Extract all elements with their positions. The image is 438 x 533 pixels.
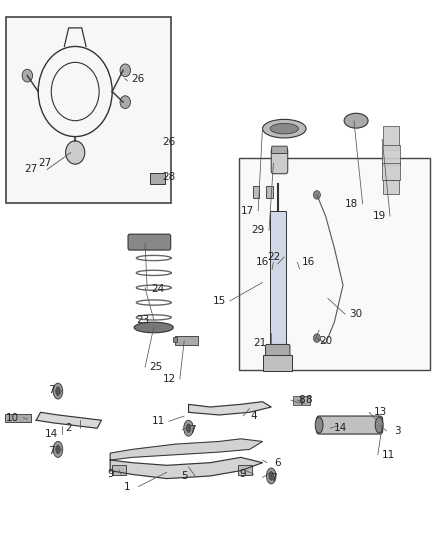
FancyBboxPatch shape <box>270 211 286 349</box>
Text: 8: 8 <box>305 395 311 405</box>
FancyBboxPatch shape <box>150 173 165 184</box>
Ellipse shape <box>134 322 173 333</box>
Text: 10: 10 <box>6 413 19 423</box>
Text: 6: 6 <box>275 458 281 467</box>
FancyBboxPatch shape <box>238 465 252 475</box>
Polygon shape <box>110 439 262 460</box>
FancyBboxPatch shape <box>5 414 31 422</box>
Text: 7: 7 <box>48 384 55 394</box>
Text: 27: 27 <box>24 165 37 174</box>
FancyBboxPatch shape <box>175 336 198 345</box>
Text: 11: 11 <box>152 416 165 426</box>
Text: 18: 18 <box>345 199 358 209</box>
Circle shape <box>120 96 131 109</box>
Text: 16: 16 <box>256 257 269 267</box>
FancyBboxPatch shape <box>382 163 399 180</box>
Text: 9: 9 <box>107 470 113 479</box>
Text: 23: 23 <box>136 314 149 325</box>
Text: 21: 21 <box>254 338 267 349</box>
Text: 14: 14 <box>45 429 58 439</box>
Text: 26: 26 <box>131 74 145 84</box>
Text: 24: 24 <box>152 284 165 294</box>
Text: 28: 28 <box>162 172 176 182</box>
Text: 15: 15 <box>212 296 226 306</box>
Text: 14: 14 <box>334 423 347 433</box>
Circle shape <box>120 64 131 77</box>
Ellipse shape <box>269 472 273 480</box>
Text: 20: 20 <box>319 336 332 346</box>
Ellipse shape <box>186 424 191 432</box>
FancyBboxPatch shape <box>302 397 310 406</box>
Text: 7: 7 <box>48 446 55 456</box>
FancyBboxPatch shape <box>265 186 272 198</box>
FancyBboxPatch shape <box>253 186 259 198</box>
FancyBboxPatch shape <box>173 337 177 342</box>
Text: 11: 11 <box>382 450 396 460</box>
FancyBboxPatch shape <box>317 416 383 434</box>
Ellipse shape <box>375 417 383 433</box>
Circle shape <box>314 191 321 199</box>
FancyBboxPatch shape <box>293 397 301 406</box>
Text: 25: 25 <box>149 362 162 372</box>
FancyBboxPatch shape <box>112 465 126 475</box>
Ellipse shape <box>53 383 63 399</box>
Text: 1: 1 <box>124 481 131 491</box>
Text: 13: 13 <box>374 407 387 417</box>
Ellipse shape <box>56 445 60 454</box>
Text: 17: 17 <box>240 206 254 216</box>
Text: 7: 7 <box>270 473 277 482</box>
Ellipse shape <box>53 441 63 457</box>
Polygon shape <box>188 402 271 415</box>
Text: 4: 4 <box>251 411 257 421</box>
Text: 3: 3 <box>394 426 401 436</box>
Text: 7: 7 <box>190 425 196 435</box>
FancyBboxPatch shape <box>265 344 290 358</box>
Text: 26: 26 <box>162 137 176 147</box>
Ellipse shape <box>344 114 368 128</box>
FancyBboxPatch shape <box>382 144 400 165</box>
FancyBboxPatch shape <box>263 355 292 372</box>
Text: 8: 8 <box>298 395 305 405</box>
Polygon shape <box>110 457 262 479</box>
FancyBboxPatch shape <box>239 158 430 370</box>
FancyBboxPatch shape <box>271 148 288 174</box>
Ellipse shape <box>56 387 60 395</box>
Text: 29: 29 <box>251 225 265 236</box>
Circle shape <box>66 141 85 164</box>
Ellipse shape <box>262 119 306 138</box>
Text: 22: 22 <box>267 252 280 262</box>
Text: 16: 16 <box>302 257 315 267</box>
FancyBboxPatch shape <box>383 126 399 150</box>
Ellipse shape <box>266 468 276 484</box>
Text: 27: 27 <box>38 158 52 168</box>
Polygon shape <box>36 413 102 428</box>
Circle shape <box>314 334 321 342</box>
Text: 5: 5 <box>181 471 187 481</box>
FancyBboxPatch shape <box>383 180 399 195</box>
Circle shape <box>22 69 32 82</box>
Ellipse shape <box>270 123 298 134</box>
Ellipse shape <box>315 417 323 433</box>
FancyBboxPatch shape <box>128 234 171 250</box>
FancyBboxPatch shape <box>6 17 171 203</box>
Text: 9: 9 <box>240 470 246 479</box>
Ellipse shape <box>184 420 193 436</box>
FancyBboxPatch shape <box>272 146 287 154</box>
Text: 2: 2 <box>66 423 72 433</box>
Text: 19: 19 <box>373 211 386 221</box>
Text: 30: 30 <box>350 309 363 319</box>
Text: 12: 12 <box>162 374 176 384</box>
